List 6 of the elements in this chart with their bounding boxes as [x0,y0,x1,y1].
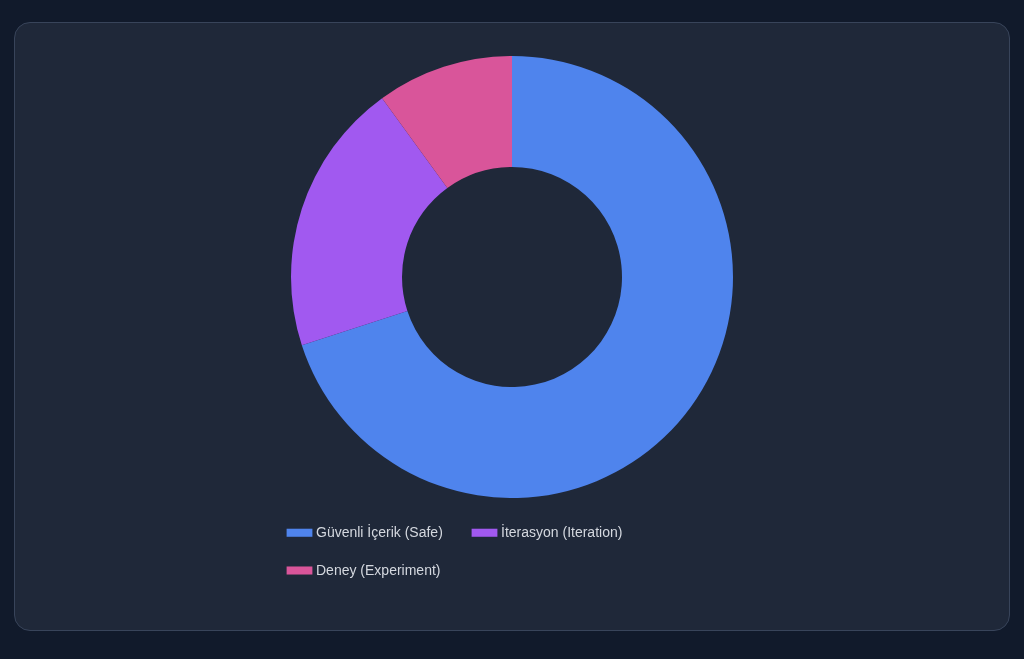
legend-label: İterasyon (Iteration) [501,522,623,540]
donut-slice [382,56,512,189]
donut-slice [291,98,448,346]
legend-label: Deney (Experiment) [316,561,441,578]
donut-slice [301,56,733,498]
legend-label: Güvenli İçerik (Safe) [316,522,443,540]
